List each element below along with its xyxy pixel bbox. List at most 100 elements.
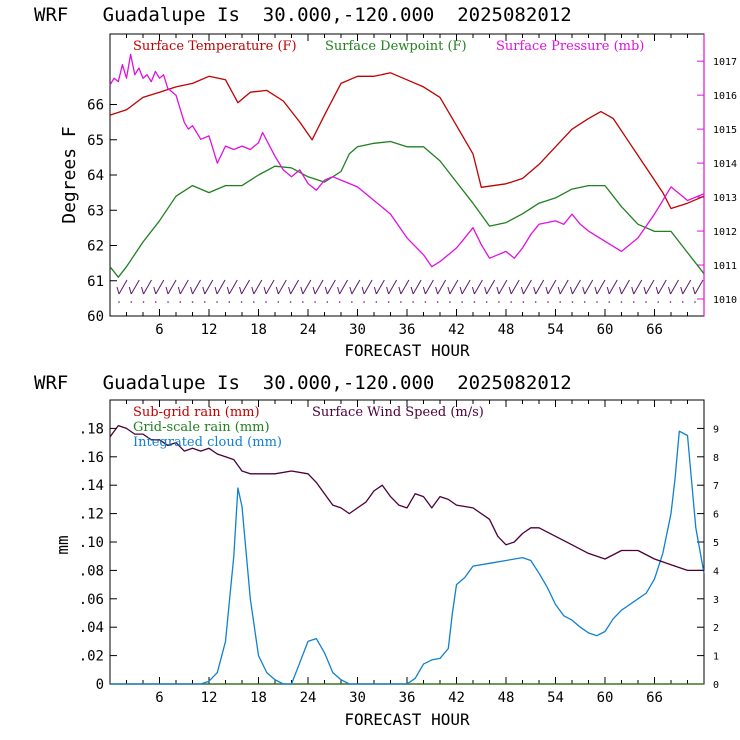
wind-barb-dot (498, 301, 500, 303)
x-tick-label: 24 (300, 690, 317, 706)
wind-barb-dot (302, 301, 304, 303)
y2-tick-label: 1013 (713, 193, 737, 204)
wind-barb-dot (461, 301, 463, 303)
x-tick-label: 12 (201, 690, 218, 706)
wind-barb-dot (412, 301, 414, 303)
x-tick-label: 54 (547, 690, 564, 706)
y2-tick-label: 1016 (713, 91, 737, 102)
y2-tick-label: 6 (713, 510, 719, 521)
wind-barb-dot (143, 301, 145, 303)
wind-barb-dot (682, 301, 684, 303)
x-tick-label: 54 (547, 322, 564, 338)
legend-integrated-cloud: Integrated cloud (mm) (133, 435, 282, 450)
wind-barb-dot (376, 301, 378, 303)
wind-barb-dot (584, 301, 586, 303)
panel2-title: WRF Guadalupe Is 30.000,-120.000 2025082… (34, 372, 572, 394)
wind-barb-dot (621, 301, 623, 303)
x-tick-label: 66 (646, 690, 663, 706)
wind-barb-dot (425, 301, 427, 303)
y2-tick-label: 8 (713, 453, 719, 464)
y2-tick-label: 3 (713, 595, 719, 606)
y2-tick-label: 1014 (713, 159, 737, 170)
panel2-xlabel: FORECAST HOUR (344, 710, 470, 729)
wind-barb-dot (278, 301, 280, 303)
y-tick-label: 60 (87, 309, 104, 325)
wind-barb-dot (510, 301, 512, 303)
wind-barb-dot (572, 301, 574, 303)
x-tick-label: 6 (155, 690, 163, 706)
x-tick-label: 12 (201, 322, 218, 338)
wind-barb-dot (400, 301, 402, 303)
panel1-xlabel: FORECAST HOUR (344, 341, 470, 360)
y-tick-label: .02 (79, 649, 104, 665)
x-tick-label: 30 (349, 322, 366, 338)
wind-barb-dot (596, 301, 598, 303)
wind-barb-dot (633, 301, 635, 303)
legend-surface-pressure: Surface Pressure (mb) (496, 39, 644, 54)
wind-barb-dot (657, 301, 659, 303)
wind-barb-dot (204, 301, 206, 303)
y-tick-label: 64 (87, 168, 104, 184)
wind-barb-dot (351, 301, 353, 303)
wind-barb-dot (559, 301, 561, 303)
x-tick-label: 60 (597, 322, 614, 338)
wind-barb-dot (474, 301, 476, 303)
wind-barb-dot (290, 301, 292, 303)
y-tick-label: .12 (79, 507, 104, 523)
y2-tick-label: 4 (713, 566, 719, 577)
legend-grid-scale-rain: Grid-scale rain (mm) (133, 420, 270, 435)
wind-barb-dot (694, 301, 696, 303)
meteogram-figure: WRF Guadalupe Is 30.000,-120.000 2025082… (0, 0, 740, 740)
y2-tick-label: 7 (713, 481, 719, 492)
y-tick-label: .08 (79, 563, 104, 579)
wind-barb-dot (608, 301, 610, 303)
wind-barb-dot (228, 301, 230, 303)
y-tick-label: .14 (79, 478, 104, 494)
y2-tick-label: 2 (713, 623, 719, 634)
wind-barb-dot (314, 301, 316, 303)
x-tick-label: 42 (448, 322, 465, 338)
x-tick-label: 42 (448, 690, 465, 706)
y2-tick-label: 1 (713, 652, 719, 663)
legend-surface-dewpoint: Surface Dewpoint (F) (325, 39, 467, 54)
wind-barb-dot (241, 301, 243, 303)
x-tick-label: 36 (399, 690, 416, 706)
legend-surface-wind-speed: Surface Wind Speed (m/s) (312, 405, 484, 420)
y2-tick-label: 0 (713, 680, 719, 691)
y2-tick-label: 1015 (713, 125, 737, 136)
x-tick-label: 66 (646, 322, 663, 338)
wind-barb-dot (155, 301, 157, 303)
wind-barb-dot (535, 301, 537, 303)
y2-tick-label: 9 (713, 424, 719, 435)
x-tick-label: 36 (399, 322, 416, 338)
y2-tick-label: 5 (713, 538, 719, 549)
x-tick-label: 60 (597, 690, 614, 706)
wind-barb-dot (327, 301, 329, 303)
wind-barb-dot (339, 301, 341, 303)
y-tick-label: 0 (96, 677, 104, 693)
x-tick-label: 18 (250, 690, 267, 706)
x-tick-label: 48 (498, 322, 515, 338)
wind-barb-dot (449, 301, 451, 303)
y-tick-label: 61 (87, 274, 104, 290)
y-tick-label: .06 (79, 592, 104, 608)
y-tick-label: .04 (79, 620, 104, 636)
wind-barb-dot (179, 301, 181, 303)
wind-barb-dot (486, 301, 488, 303)
x-tick-label: 6 (155, 322, 163, 338)
y-tick-label: 65 (87, 133, 104, 149)
wind-barb-dot (670, 301, 672, 303)
y-tick-label: .16 (79, 450, 104, 466)
wind-barb-dot (253, 301, 255, 303)
legend-sub-grid-rain: Sub-grid rain (mm) (133, 405, 260, 420)
wind-barb-dot (265, 301, 267, 303)
wind-barb-dot (363, 301, 365, 303)
wind-barb-dot (192, 301, 194, 303)
panel1-title: WRF Guadalupe Is 30.000,-120.000 2025082… (34, 4, 572, 26)
y-tick-label: 62 (87, 239, 104, 255)
x-tick-label: 24 (300, 322, 317, 338)
wind-barb-dot (645, 301, 647, 303)
y2-tick-label: 1010 (713, 295, 737, 306)
wind-barb-dot (130, 301, 132, 303)
y-tick-label: .18 (79, 421, 104, 437)
